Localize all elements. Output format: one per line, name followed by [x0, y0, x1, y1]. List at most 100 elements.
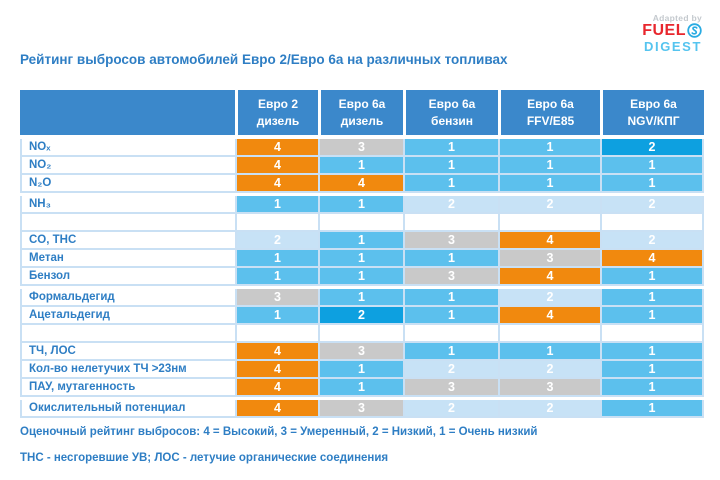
empty-cell: [600, 214, 704, 232]
rating-cell: 1: [600, 400, 704, 418]
rating-cell: 1: [318, 157, 403, 175]
table-row: Ацетальдегид 1 2 1 4 1: [20, 307, 704, 325]
rating-cell: 4: [498, 232, 600, 250]
row-label: ПАУ, мутагенность: [20, 379, 235, 397]
rating-cell: 2: [600, 196, 704, 214]
table-body: NOₓ 4 3 1 1 2 NO₂ 4 1 1 1 1 N₂O 4 4 1 1 1 NH₃ 1 1 2 2 2 CO, THC 2…: [20, 139, 704, 418]
empty-cell: [403, 214, 498, 232]
logo-s-swirl-icon: [687, 23, 702, 40]
rating-cell: 3: [318, 139, 403, 157]
empty-cell: [498, 214, 600, 232]
column-header-line1: Евро 6а: [338, 97, 386, 112]
table-row: NH₃ 1 1 2 2 2: [20, 196, 704, 214]
rating-cell: 3: [318, 343, 403, 361]
header-corner-cell: [20, 90, 235, 139]
fuels-digest-logo: Adapted by FUEL DIGEST: [642, 14, 702, 53]
rating-cell: 1: [318, 196, 403, 214]
table-header-row: Евро 2 дизель Евро 6а дизель Евро 6а бен…: [20, 90, 704, 139]
row-label: ТЧ, ЛОС: [20, 343, 235, 361]
abbreviations-footnote: ТНС - несгоревшие УВ; ЛОС - летучие орга…: [20, 452, 389, 464]
column-header-line2: дизель: [256, 113, 300, 128]
rating-cell: 1: [403, 175, 498, 193]
column-header-line2: дизель: [340, 113, 384, 128]
column-header-line1: Евро 6а: [428, 97, 476, 112]
rating-cell: 4: [600, 250, 704, 268]
rating-cell: 1: [403, 139, 498, 157]
emissions-table: Евро 2 дизель Евро 6а дизель Евро 6а бен…: [20, 90, 704, 418]
rating-cell: 2: [403, 400, 498, 418]
empty-cell: [235, 325, 318, 343]
rating-cell: 1: [403, 157, 498, 175]
logo-brand-fuel: FUEL: [642, 22, 702, 40]
rating-legend: Оценочный рейтинг выбросов: 4 = Высокий,…: [20, 426, 538, 438]
rating-cell: 4: [498, 268, 600, 286]
rating-cell: 2: [403, 361, 498, 379]
rating-cell: 2: [600, 139, 704, 157]
row-label: NO₂: [20, 157, 235, 175]
rating-cell: 1: [318, 361, 403, 379]
rating-cell: 1: [318, 289, 403, 307]
column-header-euro2-diesel: Евро 2 дизель: [235, 90, 318, 139]
rating-cell: 1: [600, 289, 704, 307]
row-label: Окислительный потенциал: [20, 400, 235, 418]
column-header-line1: Евро 2: [257, 97, 299, 112]
rating-cell: 4: [235, 343, 318, 361]
rating-cell: 1: [600, 175, 704, 193]
rating-cell: 1: [498, 175, 600, 193]
row-label: CO, THC: [20, 232, 235, 250]
table-row: Метан 1 1 1 3 4: [20, 250, 704, 268]
rating-cell: 1: [318, 250, 403, 268]
empty-cell: [403, 325, 498, 343]
rating-cell: 1: [600, 157, 704, 175]
row-label: Ацетальдегид: [20, 307, 235, 325]
table-row: Формальдегид 3 1 1 2 1: [20, 289, 704, 307]
rating-cell: 3: [403, 268, 498, 286]
rating-cell: 1: [235, 250, 318, 268]
column-header-line2: FFV/E85: [526, 113, 575, 128]
rating-cell: 1: [235, 307, 318, 325]
column-header-line1: Евро 6а: [527, 97, 574, 112]
rating-cell: 4: [235, 379, 318, 397]
adapted-by-label: Adapted by: [652, 13, 702, 23]
rating-cell: 2: [235, 232, 318, 250]
rating-cell: 1: [498, 157, 600, 175]
rating-cell: 1: [600, 307, 704, 325]
rating-cell: 2: [498, 289, 600, 307]
rating-cell: 1: [403, 307, 498, 325]
table-row: N₂O 4 4 1 1 1: [20, 175, 704, 193]
column-header-line2: NGV/КПГ: [627, 113, 680, 128]
rating-cell: 3: [235, 289, 318, 307]
rating-cell: 3: [403, 379, 498, 397]
rating-cell: 1: [403, 250, 498, 268]
rating-cell: 1: [235, 196, 318, 214]
column-header-euro6a-diesel: Евро 6а дизель: [318, 90, 403, 139]
rating-cell: 4: [235, 175, 318, 193]
empty-cell: [318, 325, 403, 343]
rating-cell: 4: [235, 400, 318, 418]
rating-cell: 1: [235, 268, 318, 286]
rating-cell: 3: [403, 232, 498, 250]
rating-cell: 2: [318, 307, 403, 325]
rating-cell: 3: [318, 400, 403, 418]
empty-cell: [318, 214, 403, 232]
table-row: CO, THC 2 1 3 4 2: [20, 232, 704, 250]
rating-cell: 4: [235, 139, 318, 157]
rating-cell: 1: [403, 289, 498, 307]
row-label: N₂O: [20, 175, 235, 193]
rating-cell: 1: [318, 379, 403, 397]
rating-cell: 2: [498, 361, 600, 379]
table-row: Окислительный потенциал 4 3 2 2 1: [20, 400, 704, 418]
rating-cell: 4: [498, 307, 600, 325]
rating-cell: 1: [600, 361, 704, 379]
row-label: Бензол: [20, 268, 235, 286]
row-label: Кол-во нелетучих ТЧ >23нм: [20, 361, 235, 379]
empty-cell: [235, 214, 318, 232]
rating-cell: 1: [498, 139, 600, 157]
table-spacer-row: [20, 325, 704, 343]
rating-cell: 1: [600, 343, 704, 361]
column-header-euro6a-ffv-e85: Евро 6а FFV/E85: [498, 90, 600, 139]
table-row: Кол-во нелетучих ТЧ >23нм 4 1 2 2 1: [20, 361, 704, 379]
page-title: Рейтинг выбросов автомобилей Евро 2/Евро…: [20, 52, 508, 67]
rating-cell: 2: [498, 196, 600, 214]
table-row: NO₂ 4 1 1 1 1: [20, 157, 704, 175]
